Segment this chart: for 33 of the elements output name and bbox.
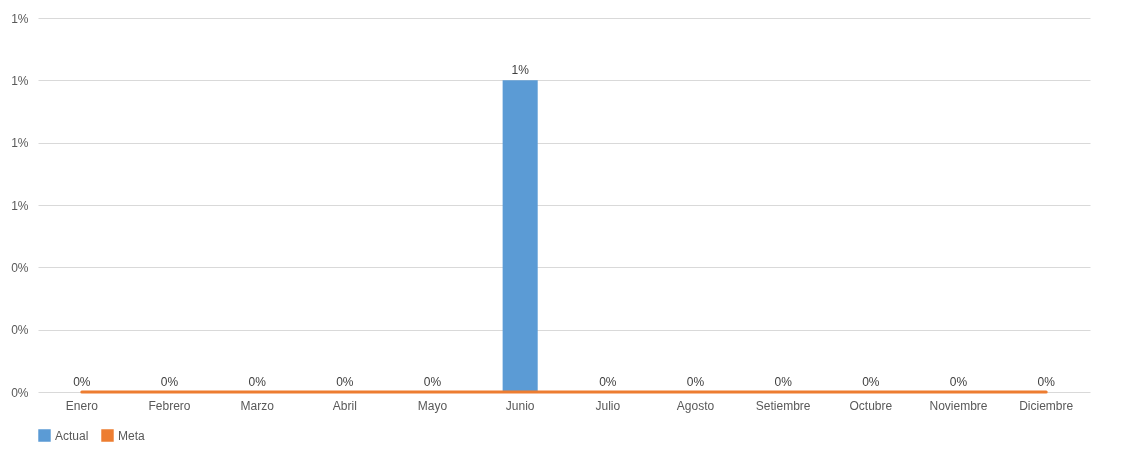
data-label: 0% (336, 375, 354, 389)
x-tick-label: Octubre (849, 398, 893, 413)
x-tick-label: Mayo (417, 398, 448, 413)
data-label: 0% (774, 375, 793, 389)
y-tick-label: 0% (11, 260, 29, 275)
y-tick-label: 1% (11, 136, 29, 151)
data-label: 1% (511, 63, 530, 78)
data-label: 0% (862, 375, 880, 389)
y-tick-label: 0% (11, 323, 29, 338)
y-tick-label: 1% (11, 11, 29, 26)
data-label: 0% (248, 375, 267, 389)
data-label: 0% (949, 375, 968, 389)
y-tick-label: 0% (11, 385, 29, 400)
data-label: 0% (73, 375, 91, 389)
data-label: 0% (599, 375, 617, 389)
x-tick-label: Agosto (676, 398, 715, 413)
x-tick-label: Julio (595, 398, 621, 413)
legend-label: Actual (55, 428, 89, 443)
data-label: 0% (160, 375, 179, 389)
y-tick-label: 1% (11, 73, 29, 88)
x-tick-label: Junio (505, 398, 535, 413)
x-tick-label: Marzo (240, 398, 275, 413)
x-tick-label: Setiembre (755, 398, 811, 413)
x-tick-label: Febrero (148, 398, 191, 413)
x-tick-label: Diciembre (1019, 398, 1074, 413)
data-label: 0% (1037, 375, 1056, 389)
x-tick-label: Enero (65, 398, 99, 413)
data-label: 0% (686, 375, 705, 389)
x-tick-label: Noviembre (929, 398, 988, 413)
legend-label: Meta (118, 428, 145, 443)
x-tick-label: Abril (332, 398, 357, 413)
y-tick-label: 1% (11, 198, 29, 213)
data-label: 0% (423, 375, 442, 389)
